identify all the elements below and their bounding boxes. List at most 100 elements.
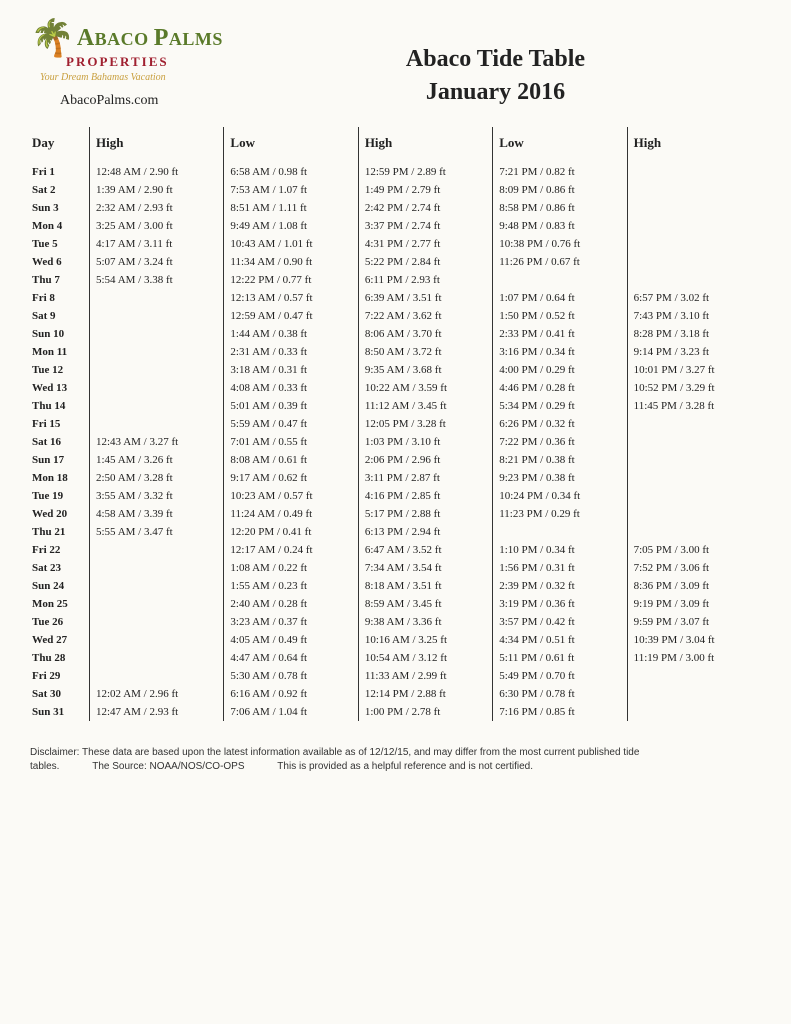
tide-cell: 11:19 PM / 3.00 ft [627, 649, 761, 667]
day-cell: Sat 16 [30, 433, 90, 451]
table-header-row: Day High Low High Low High [30, 127, 761, 163]
logo-line-2: PROPERTIES [66, 54, 230, 70]
tide-cell: 4:47 AM / 0.64 ft [224, 649, 358, 667]
tide-cell [90, 307, 224, 325]
day-cell: Mon 4 [30, 217, 90, 235]
tide-cell: 4:58 AM / 3.39 ft [90, 505, 224, 523]
table-row: Sat 3012:02 AM / 2.96 ft6:16 AM / 0.92 f… [30, 685, 761, 703]
tide-cell: 2:40 AM / 0.28 ft [224, 595, 358, 613]
tide-cell: 1:10 PM / 0.34 ft [493, 541, 627, 559]
tide-cell: 9:35 AM / 3.68 ft [358, 361, 492, 379]
tide-cell [627, 235, 761, 253]
table-row: Thu 215:55 AM / 3.47 ft12:20 PM / 0.41 f… [30, 523, 761, 541]
tide-cell: 9:23 PM / 0.38 ft [493, 469, 627, 487]
tide-cell [90, 577, 224, 595]
tide-cell: 9:14 PM / 3.23 ft [627, 343, 761, 361]
tide-cell: 5:07 AM / 3.24 ft [90, 253, 224, 271]
tide-cell: 12:05 PM / 3.28 ft [358, 415, 492, 433]
tide-cell: 11:26 PM / 0.67 ft [493, 253, 627, 271]
site-url: AbacoPalms.com [60, 93, 230, 109]
day-cell: Sat 2 [30, 181, 90, 199]
table-row: Mon 43:25 AM / 3.00 ft9:49 AM / 1.08 ft3… [30, 217, 761, 235]
tide-cell: 5:55 AM / 3.47 ft [90, 523, 224, 541]
day-cell: Thu 21 [30, 523, 90, 541]
tide-cell: 5:01 AM / 0.39 ft [224, 397, 358, 415]
tide-cell: 2:31 AM / 0.33 ft [224, 343, 358, 361]
tide-cell: 1:49 PM / 2.79 ft [358, 181, 492, 199]
tide-cell: 12:47 AM / 2.93 ft [90, 703, 224, 721]
tide-cell: 2:33 PM / 0.41 ft [493, 325, 627, 343]
disclaimer-tables: tables. [30, 761, 59, 772]
tide-cell: 11:45 PM / 3.28 ft [627, 397, 761, 415]
tide-cell: 8:58 PM / 0.86 ft [493, 199, 627, 217]
tide-cell: 8:09 PM / 0.86 ft [493, 181, 627, 199]
day-cell: Sat 23 [30, 559, 90, 577]
tide-cell [90, 541, 224, 559]
tide-cell: 12:20 PM / 0.41 ft [224, 523, 358, 541]
tide-cell: 12:59 PM / 2.89 ft [358, 163, 492, 181]
day-cell: Thu 28 [30, 649, 90, 667]
tide-cell: 2:39 PM / 0.32 ft [493, 577, 627, 595]
disclaimer-source: The Source: NOAA/NOS/CO-OPS [92, 760, 244, 774]
day-cell: Tue 19 [30, 487, 90, 505]
tide-cell: 12:48 AM / 2.90 ft [90, 163, 224, 181]
table-row: Fri 15 5:59 AM / 0.47 ft12:05 PM / 3.28 … [30, 415, 761, 433]
tide-cell: 6:57 PM / 3.02 ft [627, 289, 761, 307]
tide-cell: 6:30 PM / 0.78 ft [493, 685, 627, 703]
tide-cell: 10:24 PM / 0.34 ft [493, 487, 627, 505]
logo-tagline: Your Dream Bahamas Vacation [40, 72, 230, 83]
tide-cell: 2:42 PM / 2.74 ft [358, 199, 492, 217]
tide-cell: 5:34 PM / 0.29 ft [493, 397, 627, 415]
tide-cell: 5:30 AM / 0.78 ft [224, 667, 358, 685]
day-cell: Fri 22 [30, 541, 90, 559]
day-cell: Wed 6 [30, 253, 90, 271]
tide-cell: 7:22 PM / 0.36 ft [493, 433, 627, 451]
tide-cell [90, 361, 224, 379]
table-row: Sat 1612:43 AM / 3.27 ft7:01 AM / 0.55 f… [30, 433, 761, 451]
tide-cell: 4:34 PM / 0.51 ft [493, 631, 627, 649]
tide-cell [90, 325, 224, 343]
palm-tree-icon: 🌴 [30, 20, 75, 56]
tide-cell: 6:11 PM / 2.93 ft [358, 271, 492, 289]
day-cell: Thu 7 [30, 271, 90, 289]
table-row: Sun 32:32 AM / 2.93 ft8:51 AM / 1.11 ft2… [30, 199, 761, 217]
tide-cell: 10:54 AM / 3.12 ft [358, 649, 492, 667]
tide-cell [627, 451, 761, 469]
tide-cell [90, 289, 224, 307]
tide-cell [627, 415, 761, 433]
table-row: Fri 8 12:13 AM / 0.57 ft6:39 AM / 3.51 f… [30, 289, 761, 307]
tide-cell: 4:17 AM / 3.11 ft [90, 235, 224, 253]
col-header-low-1: Low [224, 127, 358, 163]
tide-cell: 7:21 PM / 0.82 ft [493, 163, 627, 181]
tide-cell [627, 487, 761, 505]
tide-cell [493, 523, 627, 541]
tide-cell: 11:33 AM / 2.99 ft [358, 667, 492, 685]
tide-cell [90, 379, 224, 397]
tide-cell [627, 469, 761, 487]
tide-cell: 6:26 PM / 0.32 ft [493, 415, 627, 433]
tide-cell: 1:00 PM / 2.78 ft [358, 703, 492, 721]
tide-cell: 4:16 PM / 2.85 ft [358, 487, 492, 505]
tide-cell: 1:08 AM / 0.22 ft [224, 559, 358, 577]
tide-cell: 9:17 AM / 0.62 ft [224, 469, 358, 487]
day-cell: Sat 30 [30, 685, 90, 703]
tide-cell: 12:13 AM / 0.57 ft [224, 289, 358, 307]
day-cell: Mon 25 [30, 595, 90, 613]
tide-cell: 7:53 AM / 1.07 ft [224, 181, 358, 199]
tide-cell: 8:08 AM / 0.61 ft [224, 451, 358, 469]
header: 🌴 ABACO PALMS PROPERTIES Your Dream Baha… [30, 20, 761, 112]
tide-cell [90, 559, 224, 577]
tide-cell: 5:17 PM / 2.88 ft [358, 505, 492, 523]
tide-cell: 12:14 PM / 2.88 ft [358, 685, 492, 703]
tide-cell [627, 271, 761, 289]
table-row: Thu 75:54 AM / 3.38 ft12:22 PM / 0.77 ft… [30, 271, 761, 289]
tide-cell: 10:39 PM / 3.04 ft [627, 631, 761, 649]
title-area: Abaco Tide Table January 2016 [230, 20, 761, 112]
tide-cell: 7:16 PM / 0.85 ft [493, 703, 627, 721]
tide-cell: 4:08 AM / 0.33 ft [224, 379, 358, 397]
tide-cell: 1:45 AM / 3.26 ft [90, 451, 224, 469]
day-cell: Wed 13 [30, 379, 90, 397]
tide-cell: 6:13 PM / 2.94 ft [358, 523, 492, 541]
tide-cell: 3:18 AM / 0.31 ft [224, 361, 358, 379]
tide-cell [627, 199, 761, 217]
